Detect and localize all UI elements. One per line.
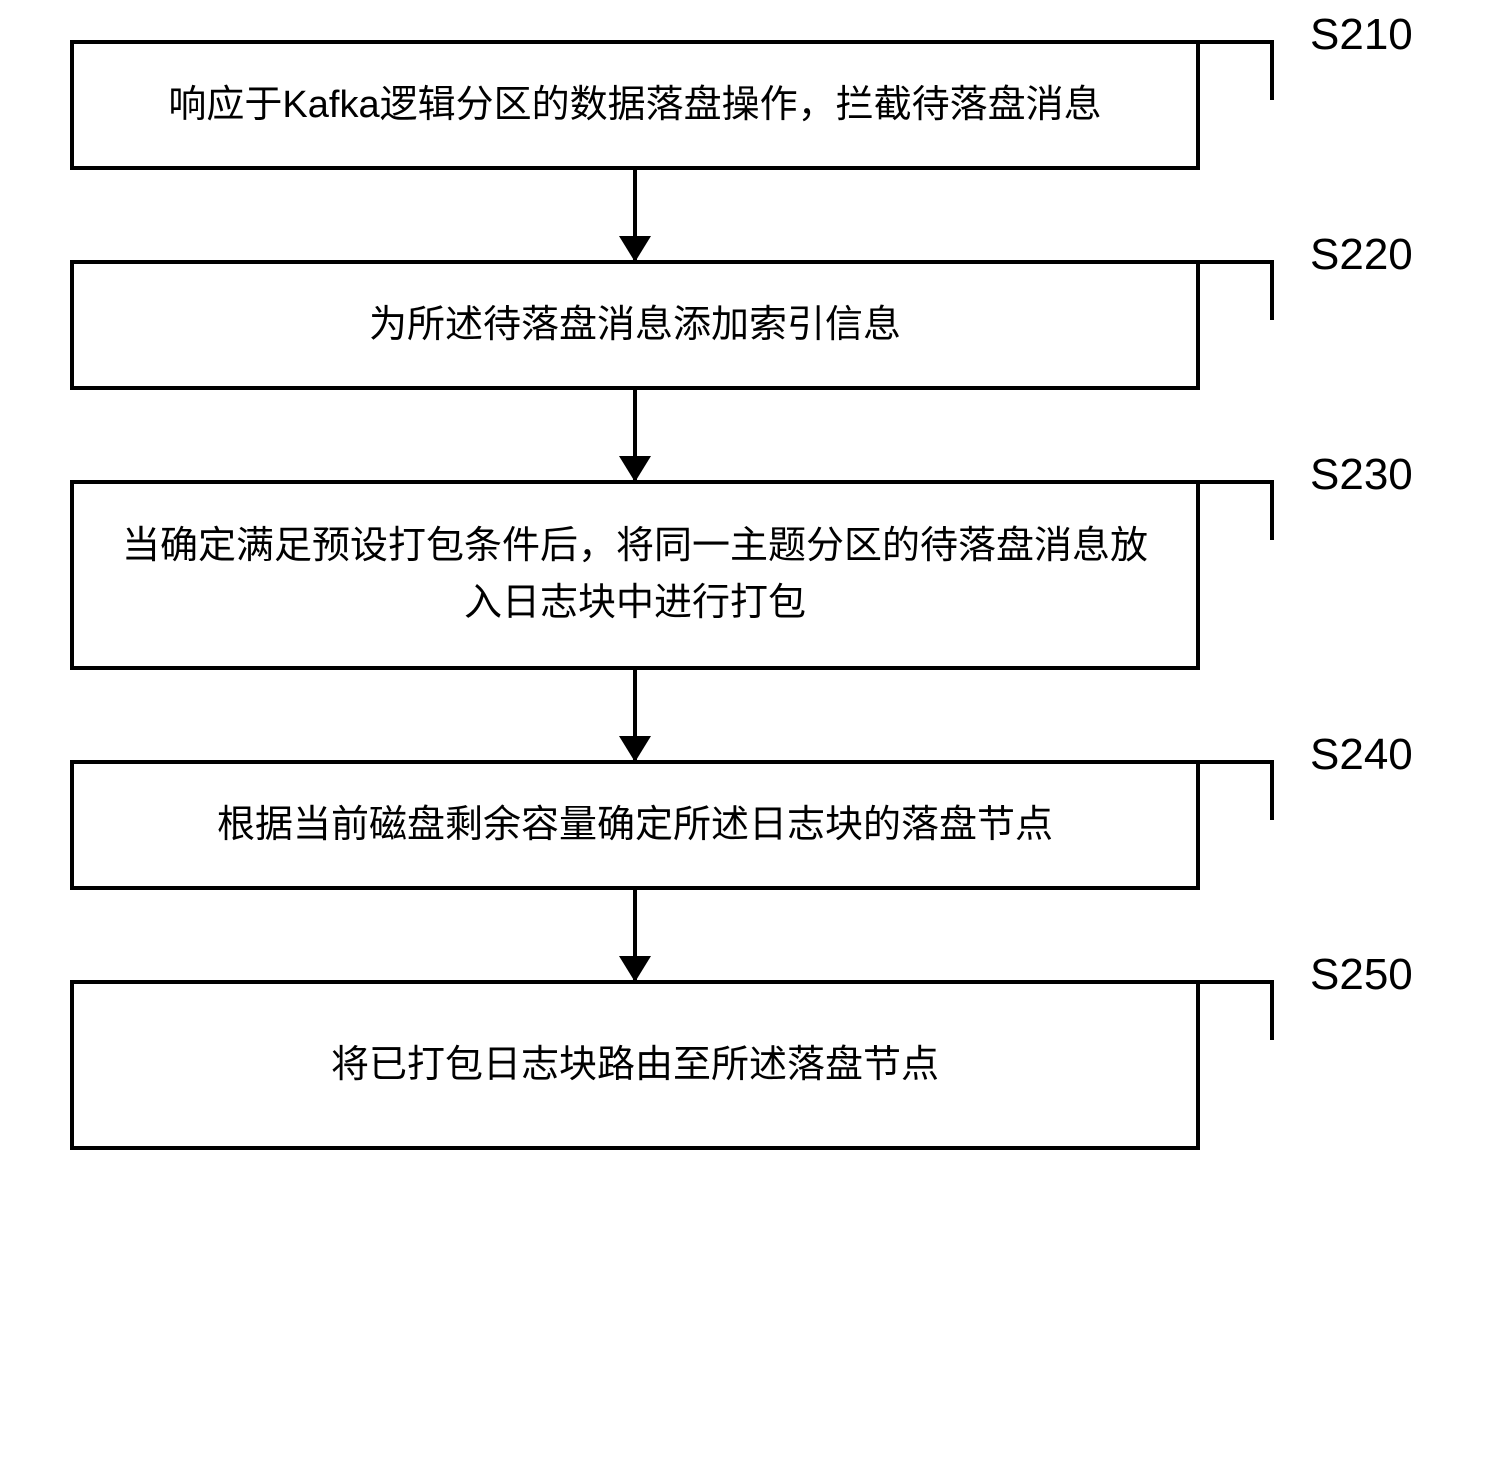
flowchart-container: S210 响应于Kafka逻辑分区的数据落盘操作，拦截待落盘消息 S220 为所… — [70, 40, 1440, 1150]
arrow-after-s220 — [70, 390, 1200, 480]
step-row-s230: S230 当确定满足预设打包条件后，将同一主题分区的待落盘消息放入日志块中进行打… — [70, 480, 1440, 670]
callout-s220 — [1090, 260, 1270, 264]
step-label-s240: S240 — [1310, 730, 1413, 780]
callout-s250 — [1090, 980, 1270, 984]
step-label-s250: S250 — [1310, 950, 1413, 1000]
step-label-s220: S220 — [1310, 230, 1413, 280]
step-box-s220: 为所述待落盘消息添加索引信息 — [70, 260, 1200, 390]
step-box-s230: 当确定满足预设打包条件后，将同一主题分区的待落盘消息放入日志块中进行打包 — [70, 480, 1200, 670]
arrow-after-s230 — [70, 670, 1200, 760]
step-box-s240: 根据当前磁盘剩余容量确定所述日志块的落盘节点 — [70, 760, 1200, 890]
step-text-s220: 为所述待落盘消息添加索引信息 — [369, 297, 901, 354]
step-row-s250: S250 将已打包日志块路由至所述落盘节点 — [70, 980, 1440, 1150]
step-text-s250: 将已打包日志块路由至所述落盘节点 — [331, 1037, 939, 1094]
callout-s240 — [1090, 760, 1270, 764]
step-row-s240: S240 根据当前磁盘剩余容量确定所述日志块的落盘节点 — [70, 760, 1440, 890]
step-box-s250: 将已打包日志块路由至所述落盘节点 — [70, 980, 1200, 1150]
step-label-s210: S210 — [1310, 10, 1413, 60]
step-text-s230: 当确定满足预设打包条件后，将同一主题分区的待落盘消息放入日志块中进行打包 — [104, 518, 1166, 632]
step-label-s230: S230 — [1310, 450, 1413, 500]
step-row-s220: S220 为所述待落盘消息添加索引信息 — [70, 260, 1440, 390]
callout-s210 — [1090, 40, 1270, 44]
callout-s230 — [1090, 480, 1270, 484]
step-box-s210: 响应于Kafka逻辑分区的数据落盘操作，拦截待落盘消息 — [70, 40, 1200, 170]
arrow-after-s210 — [70, 170, 1200, 260]
step-text-s210: 响应于Kafka逻辑分区的数据落盘操作，拦截待落盘消息 — [168, 77, 1101, 134]
arrow-after-s240 — [70, 890, 1200, 980]
step-row-s210: S210 响应于Kafka逻辑分区的数据落盘操作，拦截待落盘消息 — [70, 40, 1440, 170]
step-text-s240: 根据当前磁盘剩余容量确定所述日志块的落盘节点 — [217, 797, 1053, 854]
